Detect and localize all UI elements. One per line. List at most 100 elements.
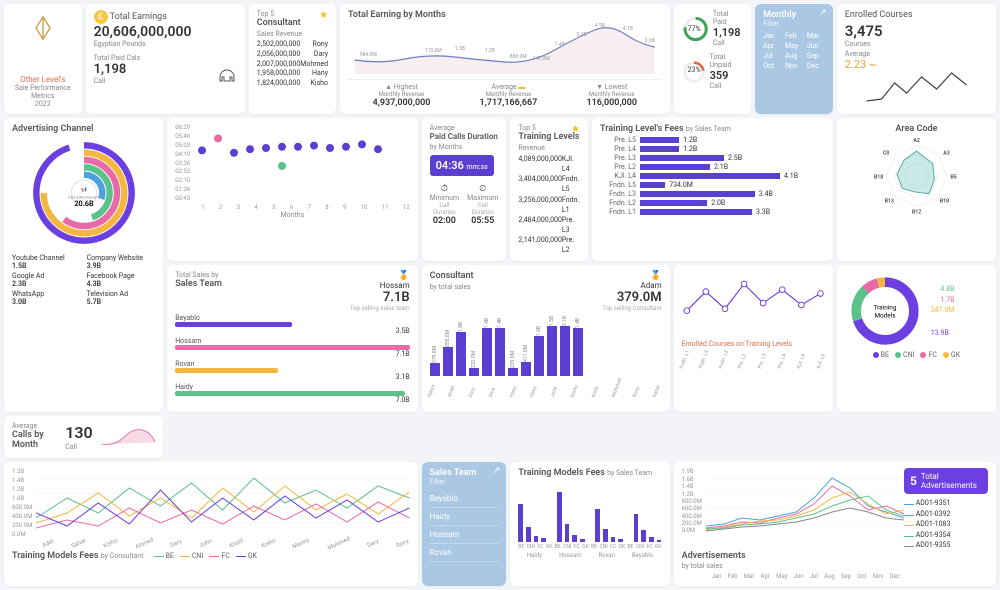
svg-text:Models: Models <box>874 312 895 320</box>
month-chip[interactable]: May <box>785 42 803 50</box>
svg-text:B18: B18 <box>874 175 883 181</box>
cs-bar: 1.4B <box>495 318 505 376</box>
cs-bar: 411.0M <box>521 345 531 376</box>
tl-metric: Revenue <box>518 144 580 152</box>
headset-icon <box>217 65 237 85</box>
tmf-team-card: Training Models Fees by Sales Team BECNI… <box>510 462 669 586</box>
avg-val: 1,717,166,667 <box>480 98 538 108</box>
cs-topname: Adam <box>602 281 661 290</box>
swarm-card: 06:2905:4605:0304:1903:3602:5302:1001:26… <box>167 118 417 261</box>
unpaid-unit: Call <box>710 82 744 90</box>
swarm-xaxis: Months <box>175 211 409 219</box>
ac-val: 130 <box>65 423 92 442</box>
tf-bar: Fndn. L5734.0M <box>600 181 825 189</box>
month-chip[interactable]: Jul <box>763 52 781 60</box>
month-chip[interactable]: Jun <box>807 42 825 50</box>
highest-sub: Monthly Revenue <box>373 91 431 98</box>
earnings-label: Total Earnings <box>110 12 167 22</box>
cs-bar: 1.8B <box>456 322 466 376</box>
month-chip[interactable]: Dec <box>807 62 825 70</box>
team-member[interactable]: Hossam <box>430 526 499 544</box>
adv-item: Google Ad2.3B <box>12 272 81 288</box>
legend-item: AD01-9355 <box>904 540 988 551</box>
tmft-bar <box>580 539 585 542</box>
enrolled-card: Enrolled Courses 3,475 Courses Average 2… <box>837 4 996 114</box>
highest-label: Highest <box>394 83 418 91</box>
cs-bar: 232.0M <box>469 351 479 376</box>
legend-item: AD01-1083 <box>904 519 988 530</box>
tf-bar: Pre. L51.2B <box>600 136 825 144</box>
svg-text:4.9B: 4.9B <box>595 23 605 29</box>
tmft-bar <box>641 530 646 542</box>
ads-badge: 5Total Advertisements <box>904 468 988 494</box>
svg-text:B18: B18 <box>940 199 949 205</box>
team-member[interactable]: Rovan <box>430 544 499 562</box>
radar-chart: A2A3B5B18B12B13B18C8 <box>845 136 988 216</box>
month-chip[interactable]: Apr <box>763 42 781 50</box>
training-levels-card: ★ Top 5 Training Levels Revenue 4,089,00… <box>510 118 588 261</box>
highest-val: 4,937,000,000 <box>373 98 431 108</box>
month-chip[interactable]: Nov <box>785 62 803 70</box>
enrolled-avg-label: Average <box>845 50 870 58</box>
svg-text:B13: B13 <box>884 199 893 205</box>
paid-calls-label: Total Paid Cals <box>94 54 141 62</box>
svg-text:B5: B5 <box>950 175 956 181</box>
legend-item: AD01-9354 <box>904 530 988 541</box>
paid-label: Total Paid <box>713 10 743 26</box>
top5-consultant-card: ★ Top 5 Consultant Sales Revenue 2,502,0… <box>249 4 336 114</box>
adv-item: Facebook Page4.3B <box>87 272 156 288</box>
coin-icon: £ <box>94 10 108 24</box>
duration-by: by Months <box>430 143 499 151</box>
area-title: Area Code <box>845 124 988 134</box>
month-chip[interactable]: Jan <box>763 32 781 40</box>
consultant-sales-card: Consultantby total sales 🏅Adam379.0MTop … <box>422 265 670 412</box>
ts-bar: Rovan3.1B <box>175 360 409 381</box>
team-member[interactable]: Beyablo <box>430 490 499 508</box>
timer-icon: ⏲ <box>467 184 498 194</box>
tf-bar: Pre. L22.1B <box>600 163 825 171</box>
lowest-label: Lowest <box>605 83 628 91</box>
monthly-filter-card[interactable]: ↗ Monthly Filter JanFebMarAprMayJunJulAu… <box>755 4 833 114</box>
legend-item: FC <box>920 351 936 359</box>
paid-unit: Call <box>713 39 743 47</box>
monthly-filter-title: Monthly <box>763 10 825 20</box>
tmf-consultant-chart <box>36 468 409 538</box>
expand-icon[interactable]: ↗ <box>493 466 501 476</box>
tmft-bar <box>603 529 608 542</box>
cs-bar: 2.1B <box>560 316 570 376</box>
month-chip[interactable]: Oct <box>763 62 781 70</box>
max-val: 05:55 <box>467 216 498 226</box>
top5-row: 1,824,000,000Kisho <box>257 79 328 89</box>
month-chip[interactable]: Mar <box>807 32 825 40</box>
tl-row: 4,089,000,000KJI. L4 <box>518 154 580 174</box>
brand-subtitle: Sale Performance Metrics <box>12 84 74 100</box>
medal-icon: 🏅 <box>650 271 661 281</box>
advertising-title: Advertising Channel <box>12 124 155 134</box>
expand-icon[interactable]: ↗ <box>819 8 827 18</box>
avg-sub: Monthly Revenue <box>480 91 538 98</box>
legend-item: BE <box>154 552 174 560</box>
svg-text:B12: B12 <box>912 209 921 215</box>
enrolled-value: 3,475 <box>845 22 988 40</box>
month-chip[interactable]: Feb <box>785 32 803 40</box>
avg-calls-sparkline <box>102 423 155 451</box>
legend-item: AD01-0392 <box>904 509 988 520</box>
svg-text:1.3B: 1.3B <box>455 46 465 52</box>
models-donut-chart: Training Models <box>845 271 925 351</box>
cs-topval: 379.0M <box>602 290 661 305</box>
tf-bar: Fndn. L33.4B <box>600 190 825 198</box>
earnings-value: 20,606,000,000 <box>94 24 237 40</box>
legend-item: GK <box>236 552 257 560</box>
earnings-card: £ Total Earnings 20,606,000,000 Egyptian… <box>86 4 245 114</box>
ads-chart <box>706 468 904 534</box>
month-chip[interactable]: Sep <box>807 52 825 60</box>
ads-card: 1.9B1.6B1.4B1.2B800.0M600.0M400.0M200.0M… <box>674 462 996 586</box>
ts-bar: Haidy7.0B <box>175 383 409 404</box>
sales-team-filter-card[interactable]: ↗ Sales Team Filter BeyabloHaidyHossamRo… <box>422 462 507 586</box>
svg-text:1.2B: 1.2B <box>485 48 495 54</box>
enrolled-title: Enrolled Courses <box>845 10 988 20</box>
enrolled-avg: 2.23 <box>845 58 866 71</box>
adv-item: Television Ad5.7B <box>87 290 156 306</box>
team-member[interactable]: Haidy <box>430 508 499 526</box>
month-chip[interactable]: Aug <box>785 52 803 60</box>
